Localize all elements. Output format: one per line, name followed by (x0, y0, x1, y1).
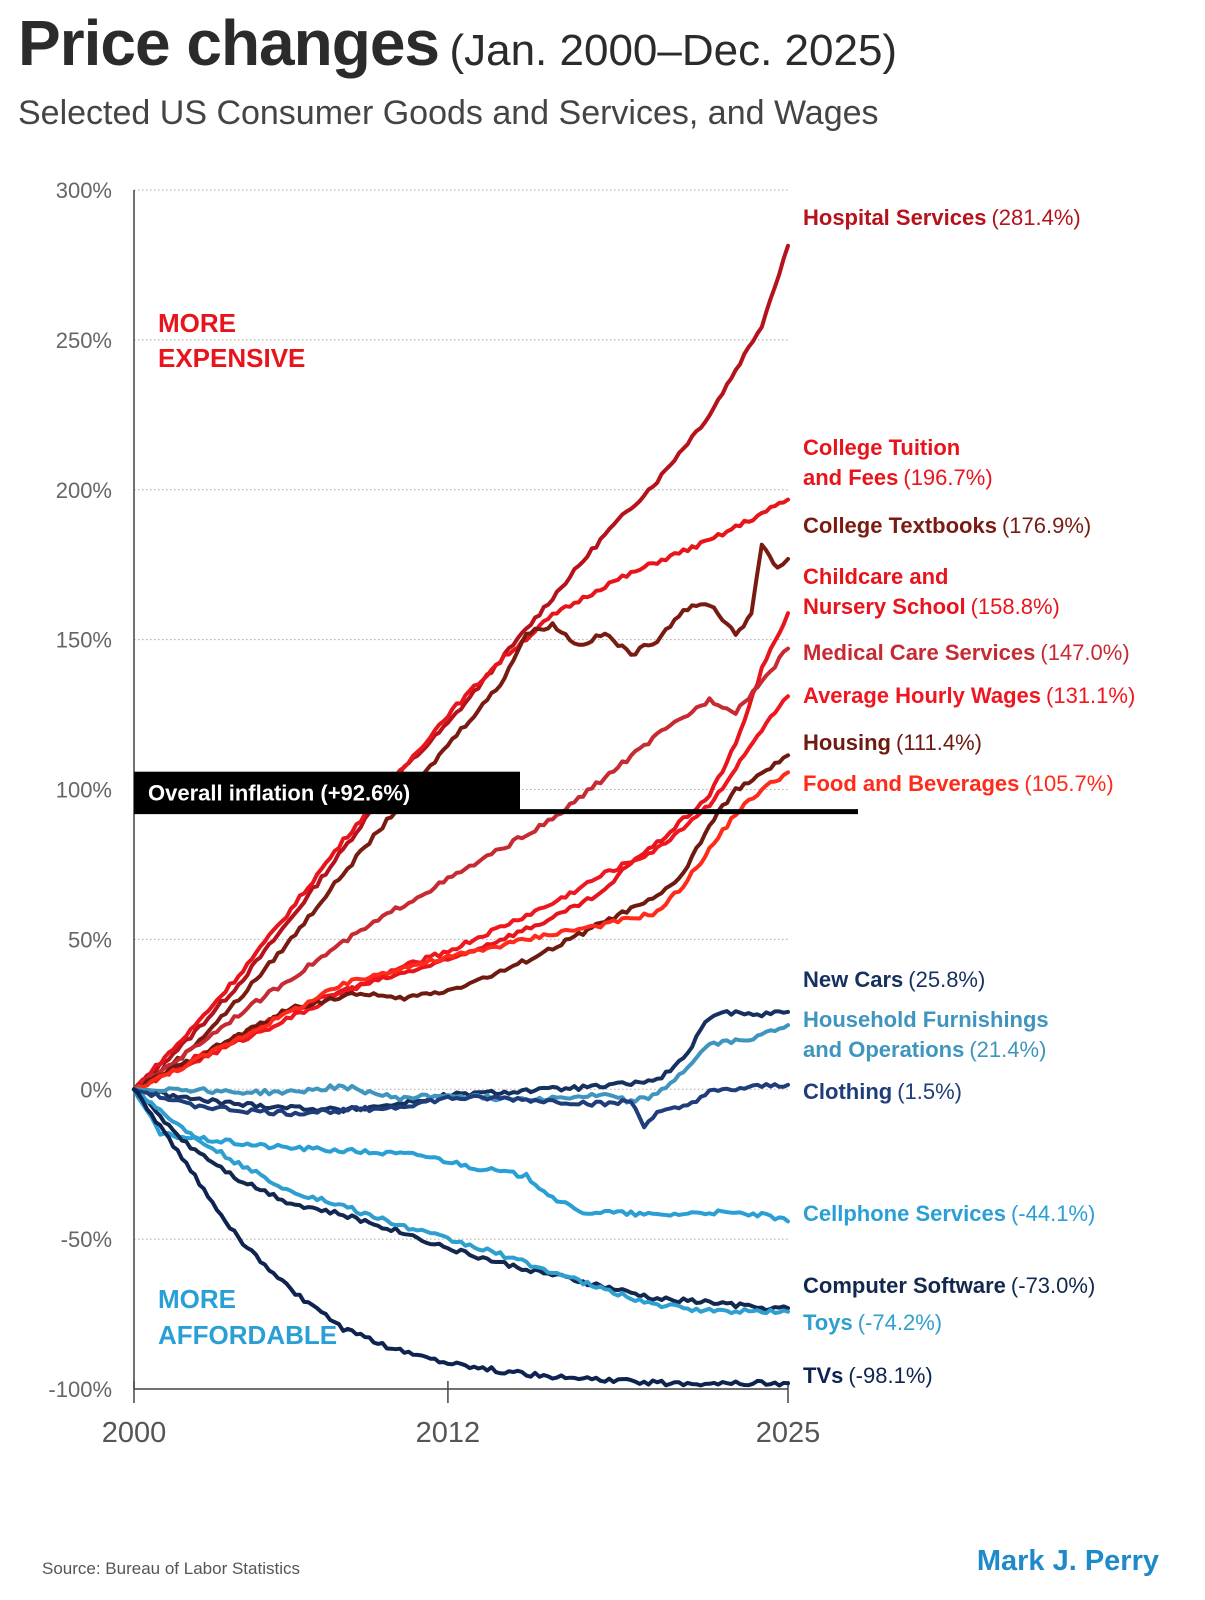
inflation-label: Overall inflation (+92.6%) (148, 781, 410, 806)
y-tick-label: 0% (80, 1077, 112, 1102)
series-line (132, 770, 790, 1092)
series-line (132, 1082, 790, 1130)
series-line (132, 1009, 790, 1114)
series-label: College Textbooks (176.9%) (803, 513, 1091, 538)
series-label: and Fees (196.7%) (803, 465, 993, 490)
y-tick-label: 150% (56, 628, 112, 653)
region-label-more-expensive: MORE (158, 308, 236, 338)
author-credit: Mark J. Perry (976, 1545, 1159, 1577)
series-line (132, 497, 790, 1092)
x-tick-label: 2025 (756, 1417, 821, 1449)
x-tick-label: 2012 (416, 1417, 481, 1449)
series-line (132, 1087, 790, 1224)
y-tick-label: 200% (56, 478, 112, 503)
y-tick-label: -50% (61, 1227, 112, 1252)
series-label: Clothing (1.5%) (803, 1079, 962, 1104)
series-label: Food and Beverages (105.7%) (803, 771, 1114, 796)
y-tick-label: 100% (56, 778, 112, 803)
series-line (132, 243, 790, 1092)
series-label: Cellphone Services (-44.1%) (803, 1201, 1095, 1226)
series-label: TVs (-98.1%) (803, 1363, 933, 1388)
y-tick-label: 300% (56, 178, 112, 203)
series-label: and Operations (21.4%) (803, 1037, 1046, 1062)
inflation-label-box (134, 771, 520, 812)
series-label: Toys (-74.2%) (803, 1310, 942, 1335)
series-label: Computer Software (-73.0%) (803, 1273, 1095, 1298)
y-tick-label: -100% (48, 1377, 112, 1402)
series-line (132, 1023, 790, 1105)
series-label: College Tuition (803, 435, 960, 460)
y-tick-label: 250% (56, 328, 112, 353)
series-label: Medical Care Services (147.0%) (803, 640, 1130, 665)
series-line (132, 1087, 790, 1388)
region-label-more-affordable: MORE (158, 1284, 236, 1314)
series-label: New Cars (25.8%) (803, 967, 985, 992)
source-note: Source: Bureau of Labor Statistics (42, 1559, 300, 1578)
series-line (132, 646, 790, 1092)
series-label: Childcare and (803, 564, 948, 589)
region-label-more-affordable: AFFORDABLE (158, 1320, 337, 1350)
series-label: Average Hourly Wages (131.1%) (803, 683, 1135, 708)
series-label: Household Furnishings (803, 1007, 1049, 1032)
series-line (132, 1087, 790, 1316)
series-line (132, 542, 790, 1092)
series-line (132, 1087, 790, 1313)
chart-subtitle: Selected US Consumer Goods and Services,… (18, 94, 879, 132)
x-tick-label: 2000 (102, 1417, 167, 1449)
series-label: Housing (111.4%) (803, 730, 982, 755)
series-line (132, 694, 790, 1092)
title-main: Price changes (18, 7, 440, 79)
series-label: Hospital Services (281.4%) (803, 205, 1081, 230)
chart-title: Price changes (Jan. 2000–Dec. 2025) (18, 6, 897, 80)
title-date-range: (Jan. 2000–Dec. 2025) (449, 26, 898, 75)
series-label: Nursery School (158.8%) (803, 594, 1060, 619)
series-line (132, 753, 790, 1092)
y-tick-label: 50% (68, 927, 112, 952)
region-label-more-expensive: EXPENSIVE (158, 343, 305, 373)
